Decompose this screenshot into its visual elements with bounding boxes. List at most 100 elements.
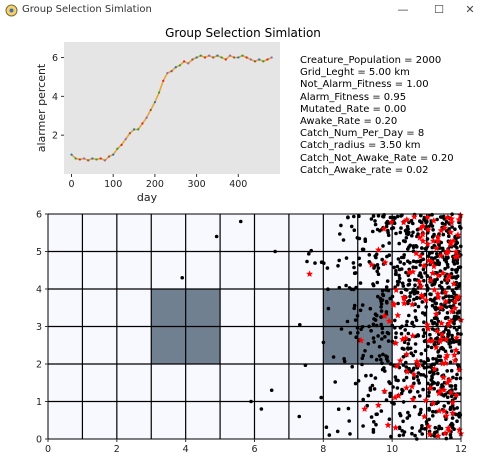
- data-point: [124, 137, 127, 141]
- alarmer-star: [392, 424, 399, 431]
- creature-point: [385, 330, 390, 335]
- creature-point: [387, 253, 392, 257]
- creature-point: [411, 230, 415, 235]
- creature-point: [399, 290, 404, 295]
- creature-point: [298, 323, 302, 327]
- creature-point: [432, 386, 437, 391]
- creature-point: [425, 274, 430, 278]
- creature-point: [445, 311, 450, 315]
- creature-point: [346, 406, 351, 411]
- creature-point: [403, 328, 408, 332]
- creature-point: [458, 376, 463, 381]
- creature-point: [435, 360, 439, 364]
- creature-point: [425, 237, 430, 241]
- creature-point: [374, 323, 379, 328]
- creature-point: [337, 285, 342, 290]
- creature-point: [395, 214, 400, 219]
- alarmer-star: [388, 218, 395, 225]
- creature-point: [413, 315, 418, 320]
- alarmer-star: [452, 346, 460, 354]
- creature-point: [405, 319, 409, 324]
- alarmer-star: [380, 225, 388, 232]
- creature-point: [416, 371, 421, 375]
- creature-point: [443, 222, 447, 227]
- creature-point: [423, 271, 427, 275]
- creature-point: [401, 400, 406, 404]
- creature-point: [427, 408, 432, 412]
- creature-point: [429, 345, 434, 350]
- creature-point: [445, 395, 450, 400]
- creature-point: [421, 328, 426, 332]
- creature-point: [357, 236, 362, 241]
- creature-point: [433, 410, 438, 414]
- creature-point: [408, 389, 413, 393]
- creature-point: [420, 424, 424, 428]
- alarmer-star: [394, 311, 402, 319]
- creature-point: [346, 215, 350, 219]
- x-tick-label: 100: [104, 179, 122, 190]
- maximize-button[interactable]: ☐: [426, 2, 452, 18]
- creature-point: [386, 228, 390, 233]
- creature-point: [387, 417, 392, 422]
- window-titlebar: Group Selection Simlation — ☐ ✕: [0, 0, 486, 22]
- creature-point: [348, 432, 352, 436]
- creature-point: [421, 267, 426, 272]
- creature-point: [420, 246, 424, 250]
- alarmer-star: [443, 379, 451, 386]
- creature-point: [390, 323, 395, 328]
- creature-point: [429, 319, 434, 323]
- creature-point: [383, 335, 387, 339]
- creature-point: [367, 324, 371, 329]
- creature-point: [335, 429, 340, 434]
- data-point: [182, 60, 186, 63]
- creature-point: [450, 421, 454, 426]
- creature-point: [413, 309, 418, 313]
- creature-point: [372, 340, 376, 344]
- minimize-button[interactable]: —: [390, 2, 416, 18]
- alarmer-star: [400, 295, 408, 302]
- creature-point: [355, 314, 360, 318]
- alarmer-star: [403, 216, 411, 223]
- data-point: [87, 159, 90, 162]
- creature-point: [428, 297, 433, 302]
- creature-point: [259, 407, 264, 411]
- creature-point: [374, 357, 379, 362]
- close-button[interactable]: ✕: [457, 2, 483, 18]
- x-tick-label: 12: [455, 444, 467, 455]
- creature-point: [392, 265, 397, 270]
- creature-point: [358, 308, 363, 313]
- alarmer-star: [391, 393, 399, 401]
- creature-point: [357, 214, 361, 218]
- alarmer-star: [416, 234, 424, 241]
- data-point: [116, 147, 119, 150]
- creature-point: [388, 391, 392, 396]
- alarmer-star: [375, 401, 382, 409]
- creature-point: [418, 429, 422, 433]
- creature-point: [422, 427, 427, 431]
- creature-point: [345, 319, 350, 324]
- alarmer-star: [454, 231, 462, 238]
- creature-point: [331, 355, 336, 359]
- creature-point: [441, 296, 446, 300]
- data-point: [203, 56, 207, 59]
- creature-point: [411, 265, 416, 270]
- creature-point: [441, 214, 446, 219]
- creature-point: [273, 249, 277, 254]
- y-tick-label: 6: [52, 53, 58, 64]
- creature-point: [353, 318, 358, 322]
- data-point: [128, 132, 131, 135]
- creature-point: [436, 350, 440, 354]
- creature-point: [415, 374, 420, 379]
- creature-point: [395, 264, 400, 269]
- creature-point: [416, 232, 420, 236]
- creature-point: [426, 394, 431, 398]
- creature-point: [337, 258, 342, 263]
- creature-point: [457, 342, 462, 346]
- alarmer-star: [425, 337, 433, 344]
- creature-point: [351, 261, 356, 265]
- creature-point: [455, 328, 459, 332]
- creature-point: [412, 366, 416, 371]
- creature-point: [414, 290, 419, 295]
- creature-point: [321, 340, 326, 345]
- alarmer-star: [447, 389, 455, 396]
